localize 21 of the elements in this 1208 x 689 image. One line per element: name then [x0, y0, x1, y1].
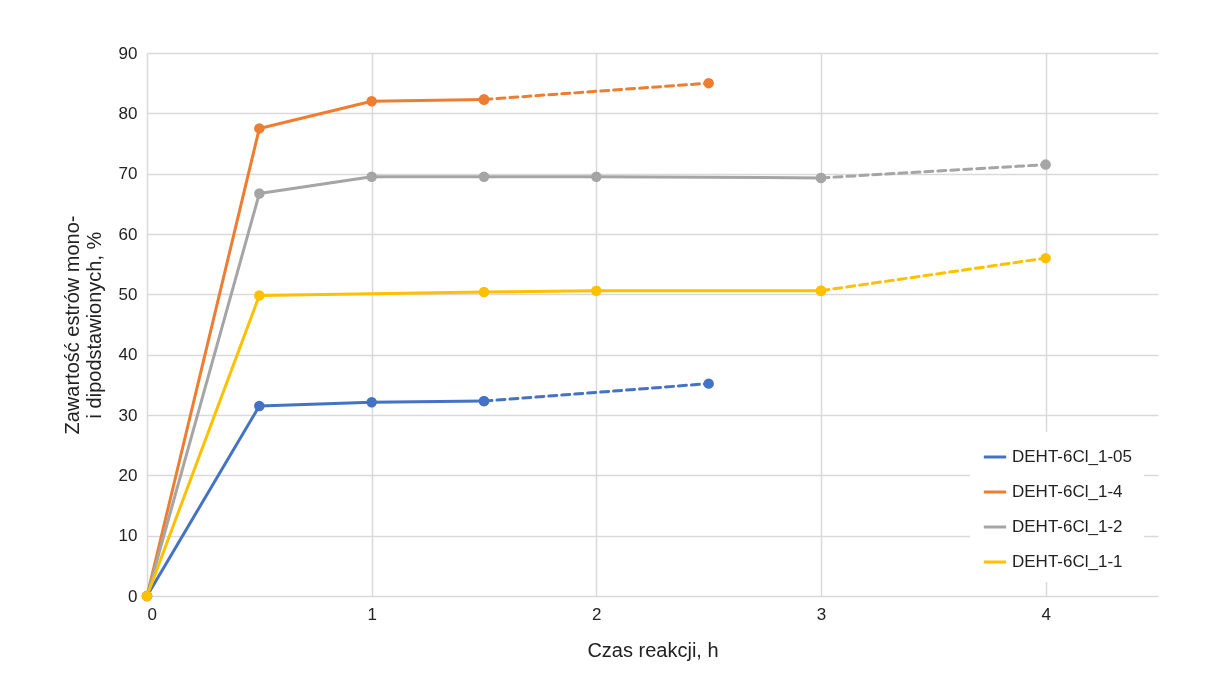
x-tick-label: 3 [816, 604, 827, 624]
y-tick-label: 20 [118, 465, 138, 485]
y-tick-label: 50 [118, 284, 138, 304]
y-tick-label: 60 [118, 224, 138, 244]
legend-label: DEHT-6Cl_1-05 [1012, 447, 1132, 466]
y-tick-label: 70 [118, 164, 138, 184]
y-tick-label: 40 [118, 345, 138, 365]
y-tick-label: 30 [118, 405, 138, 425]
x-tick-label: 4 [1041, 604, 1051, 624]
x-tick-label: 0 [147, 604, 157, 624]
legend-label: DEHT-6Cl_1-4 [1012, 482, 1123, 501]
legend-label: DEHT-6Cl_1-2 [1012, 517, 1123, 536]
x-tick-label: 2 [592, 604, 602, 624]
y-axis-title: Zawartość estrów mono- i dipodstawionych, % [60, 215, 105, 435]
y-tick-label: 80 [118, 103, 138, 123]
x-axis-title: Czas reakcji, h [587, 638, 719, 661]
y-tick-label: 10 [118, 526, 138, 546]
x-tick-label: 1 [367, 604, 377, 624]
legend-label: DEHT-6Cl_1-1 [1012, 552, 1123, 571]
y-tick-label: 0 [128, 586, 138, 606]
y-tick-label: 90 [118, 43, 138, 63]
